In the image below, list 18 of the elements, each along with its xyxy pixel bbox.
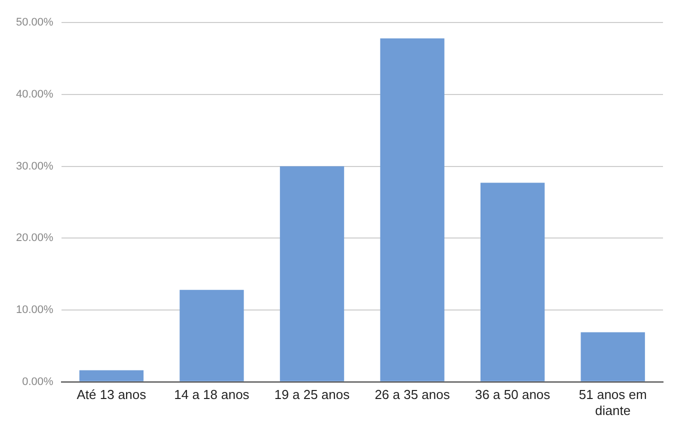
x-tick-label: 14 a 18 anos bbox=[174, 387, 250, 402]
y-tick-label: 40.00% bbox=[16, 88, 54, 100]
x-tick-label: 36 a 50 anos bbox=[474, 387, 551, 402]
x-tick-label: Até 13 anos bbox=[76, 387, 147, 402]
bar bbox=[280, 166, 344, 382]
y-tick-label: 20.00% bbox=[16, 232, 54, 244]
y-tick-label: 0.00% bbox=[22, 376, 54, 388]
bar bbox=[180, 290, 244, 382]
x-tick-label: 26 a 35 anos bbox=[374, 387, 450, 402]
bar bbox=[380, 38, 444, 382]
bar bbox=[480, 182, 545, 382]
x-tick-label: 51 anos em diante bbox=[578, 387, 647, 418]
bar bbox=[580, 332, 645, 382]
y-tick-label: 50.00% bbox=[16, 16, 54, 29]
y-tick-label: 10.00% bbox=[16, 304, 54, 316]
bar bbox=[79, 370, 144, 382]
y-tick-label: 30.00% bbox=[16, 160, 54, 172]
x-tick-label: 19 a 25 anos bbox=[274, 387, 350, 402]
